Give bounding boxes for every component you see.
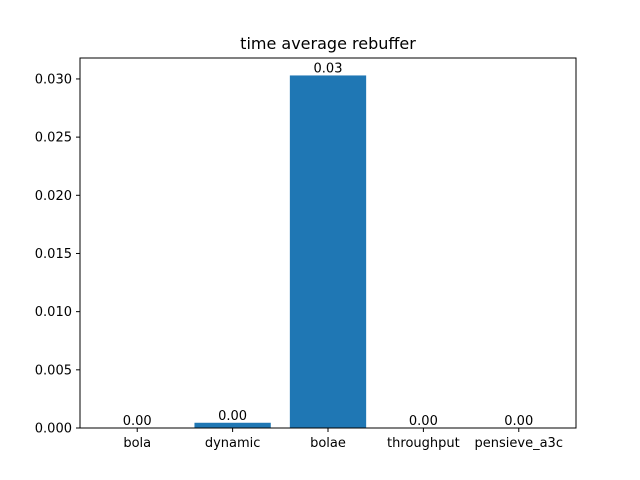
data-label-bolae: 0.03 <box>314 61 343 76</box>
data-labels-group: 0.00 0.00 0.03 0.00 0.00 <box>123 61 533 429</box>
data-label-throughput: 0.00 <box>409 414 438 429</box>
x-tick-label-bola: bola <box>123 436 151 451</box>
x-tick-label-bolae: bolae <box>310 436 346 451</box>
y-tick-label-0: 0.000 <box>35 422 72 437</box>
y-tick-label-4: 0.020 <box>35 189 72 204</box>
y-tick-label-5: 0.025 <box>35 131 72 146</box>
y-tick-label-6: 0.030 <box>35 72 72 87</box>
y-tick-label-1: 0.005 <box>35 363 72 378</box>
bars-group <box>194 75 367 429</box>
plot-frame <box>79 57 577 429</box>
x-axis: bola dynamic bolae throughput pensieve_a3c <box>123 428 563 451</box>
x-tick-label-dynamic: dynamic <box>205 436 261 451</box>
y-axis: 0.000 0.005 0.010 0.015 0.020 0.025 0.030 <box>35 72 80 437</box>
y-tick-label-3: 0.015 <box>35 247 72 262</box>
y-tick-label-2: 0.010 <box>35 305 72 320</box>
data-label-bola: 0.00 <box>123 414 152 429</box>
x-tick-label-throughput: throughput <box>387 436 460 451</box>
chart-title: time average rebuffer <box>240 34 416 53</box>
bar-bolae <box>289 75 367 429</box>
data-label-pensieve_a3c: 0.00 <box>504 414 533 429</box>
x-tick-label-pensieve_a3c: pensieve_a3c <box>475 436 563 451</box>
bar-dynamic <box>194 422 271 428</box>
data-label-dynamic: 0.00 <box>218 409 247 424</box>
